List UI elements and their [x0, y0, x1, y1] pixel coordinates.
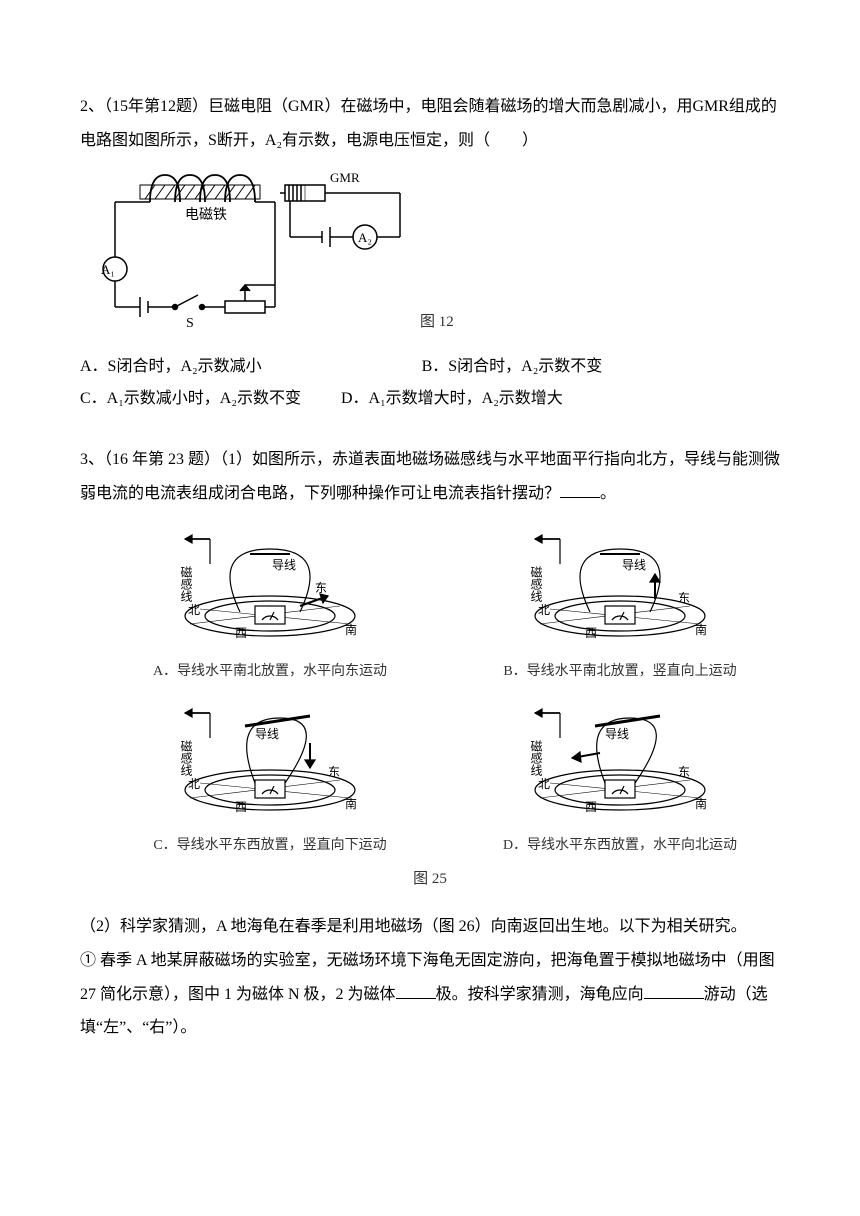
diagram-a: 磁感线 导线 北 南 东 西 A．导线水平南北放置，水平向东运动 [110, 524, 430, 686]
caption-d: D．导线水平东西放置，水平向北运动 [460, 832, 780, 860]
e: 东 [315, 581, 327, 595]
blank-1 [560, 482, 600, 498]
maglabel: 磁感线 [529, 565, 543, 602]
a1-label: A₁ [101, 262, 115, 277]
n: 北 [188, 603, 200, 617]
w: 西 [585, 800, 597, 814]
w: 西 [235, 626, 247, 640]
maglabel: 磁感线 [179, 565, 193, 602]
s: 南 [695, 622, 707, 637]
blank-3 [644, 983, 704, 999]
circuit-diagram-svg: 电磁铁 [80, 167, 410, 337]
switch-label: S [186, 316, 194, 331]
s: 南 [695, 796, 707, 811]
gmr-label: GMR [330, 170, 360, 185]
figure-25-label: 图 25 [80, 864, 780, 894]
q3-part2-line1: （2）科学家猜测，A 地海龟在春季是利用地磁场（图 26）向南返回出生地。以下为… [80, 910, 780, 944]
diagram-c-svg: 磁感线 导线 北 南 东 西 [150, 698, 390, 818]
diagram-d-svg: 磁感线 导线 北 南 东 西 [500, 698, 740, 818]
n: 北 [538, 777, 550, 791]
caption-c: C．导线水平东西放置，竖直向下运动 [110, 832, 430, 860]
w: 西 [235, 800, 247, 814]
e: 东 [678, 765, 690, 779]
figure-25-grid: 磁感线 导线 北 南 东 西 A．导线水平南北放置，水平向东运动 [110, 524, 780, 860]
n: 北 [188, 777, 200, 791]
q2-choice-b: B．S闭合时，A₂示数不变 [422, 351, 603, 383]
q3-part2-line2: ① 春季 A 地某屏蔽磁场的实验室，无磁场环境下海龟无固定游向，把海龟置于模拟地… [80, 944, 780, 1045]
q3-p2b: 极。按科学家猜测，海龟应向 [436, 986, 644, 1003]
maglabel: 磁感线 [179, 739, 193, 776]
wirelabel: 导线 [272, 558, 296, 572]
s: 南 [345, 796, 357, 811]
caption-b: B．导线水平南北放置，竖直向上运动 [460, 658, 780, 686]
wirelabel: 导线 [622, 558, 646, 572]
e: 东 [328, 765, 340, 779]
wirelabel: 导线 [605, 727, 629, 741]
q2-choice-c: C．A₁示数减小时，A₂示数不变 [80, 383, 301, 415]
diagram-c: 磁感线 导线 北 南 东 西 C．导线水平东西放置，竖直向下运动 [110, 698, 430, 860]
blank-2 [396, 983, 436, 999]
wirelabel: 导线 [255, 727, 279, 741]
diagram-a-svg: 磁感线 导线 北 南 东 西 [150, 524, 390, 644]
n: 北 [538, 603, 550, 617]
question-2: 2、（15年第12题）巨磁电阻（GMR）在磁场中，电阻会随着磁场的增大而急剧减小… [80, 90, 780, 415]
s: 南 [345, 622, 357, 637]
figure-12: 电磁铁 [80, 167, 780, 337]
e: 东 [678, 591, 690, 605]
w: 西 [585, 626, 597, 640]
caption-a: A．导线水平南北放置，水平向东运动 [110, 658, 430, 686]
diagram-d: 磁感线 导线 北 南 东 西 D．导线水平东西放置，水平向北运动 [460, 698, 780, 860]
electromagnet-label: 电磁铁 [185, 207, 227, 223]
q2-text: 2、（15年第12题）巨磁电阻（GMR）在磁场中，电阻会随着磁场的增大而急剧减小… [80, 90, 780, 157]
q2-choice-d: D．A₁示数增大时，A₂示数增大 [341, 383, 563, 415]
q3-p1-pre: 3、（16 年第 23 题）（1）如图所示，赤道表面地磁场磁感线与水平地面平行指… [80, 451, 780, 502]
maglabel: 磁感线 [529, 739, 543, 776]
q2-choice-a: A．S闭合时，A₂示数减小 [80, 351, 262, 383]
diagram-b-svg: 磁感线 导线 北 南 东 西 [500, 524, 740, 644]
q3-part1-text: 3、（16 年第 23 题）（1）如图所示，赤道表面地磁场磁感线与水平地面平行指… [80, 443, 780, 510]
q3-p1-post: 。 [600, 485, 616, 502]
q2-choices: A．S闭合时，A₂示数减小 B．S闭合时，A₂示数不变 C．A₁示数减小时，A₂… [80, 351, 780, 415]
diagram-b: 磁感线 导线 北 南 东 西 B．导线水平南北放置，竖直向上运动 [460, 524, 780, 686]
question-3: 3、（16 年第 23 题）（1）如图所示，赤道表面地磁场磁感线与水平地面平行指… [80, 443, 780, 1045]
a2-label: A₂ [358, 230, 372, 245]
figure-12-label: 图 12 [420, 307, 454, 337]
